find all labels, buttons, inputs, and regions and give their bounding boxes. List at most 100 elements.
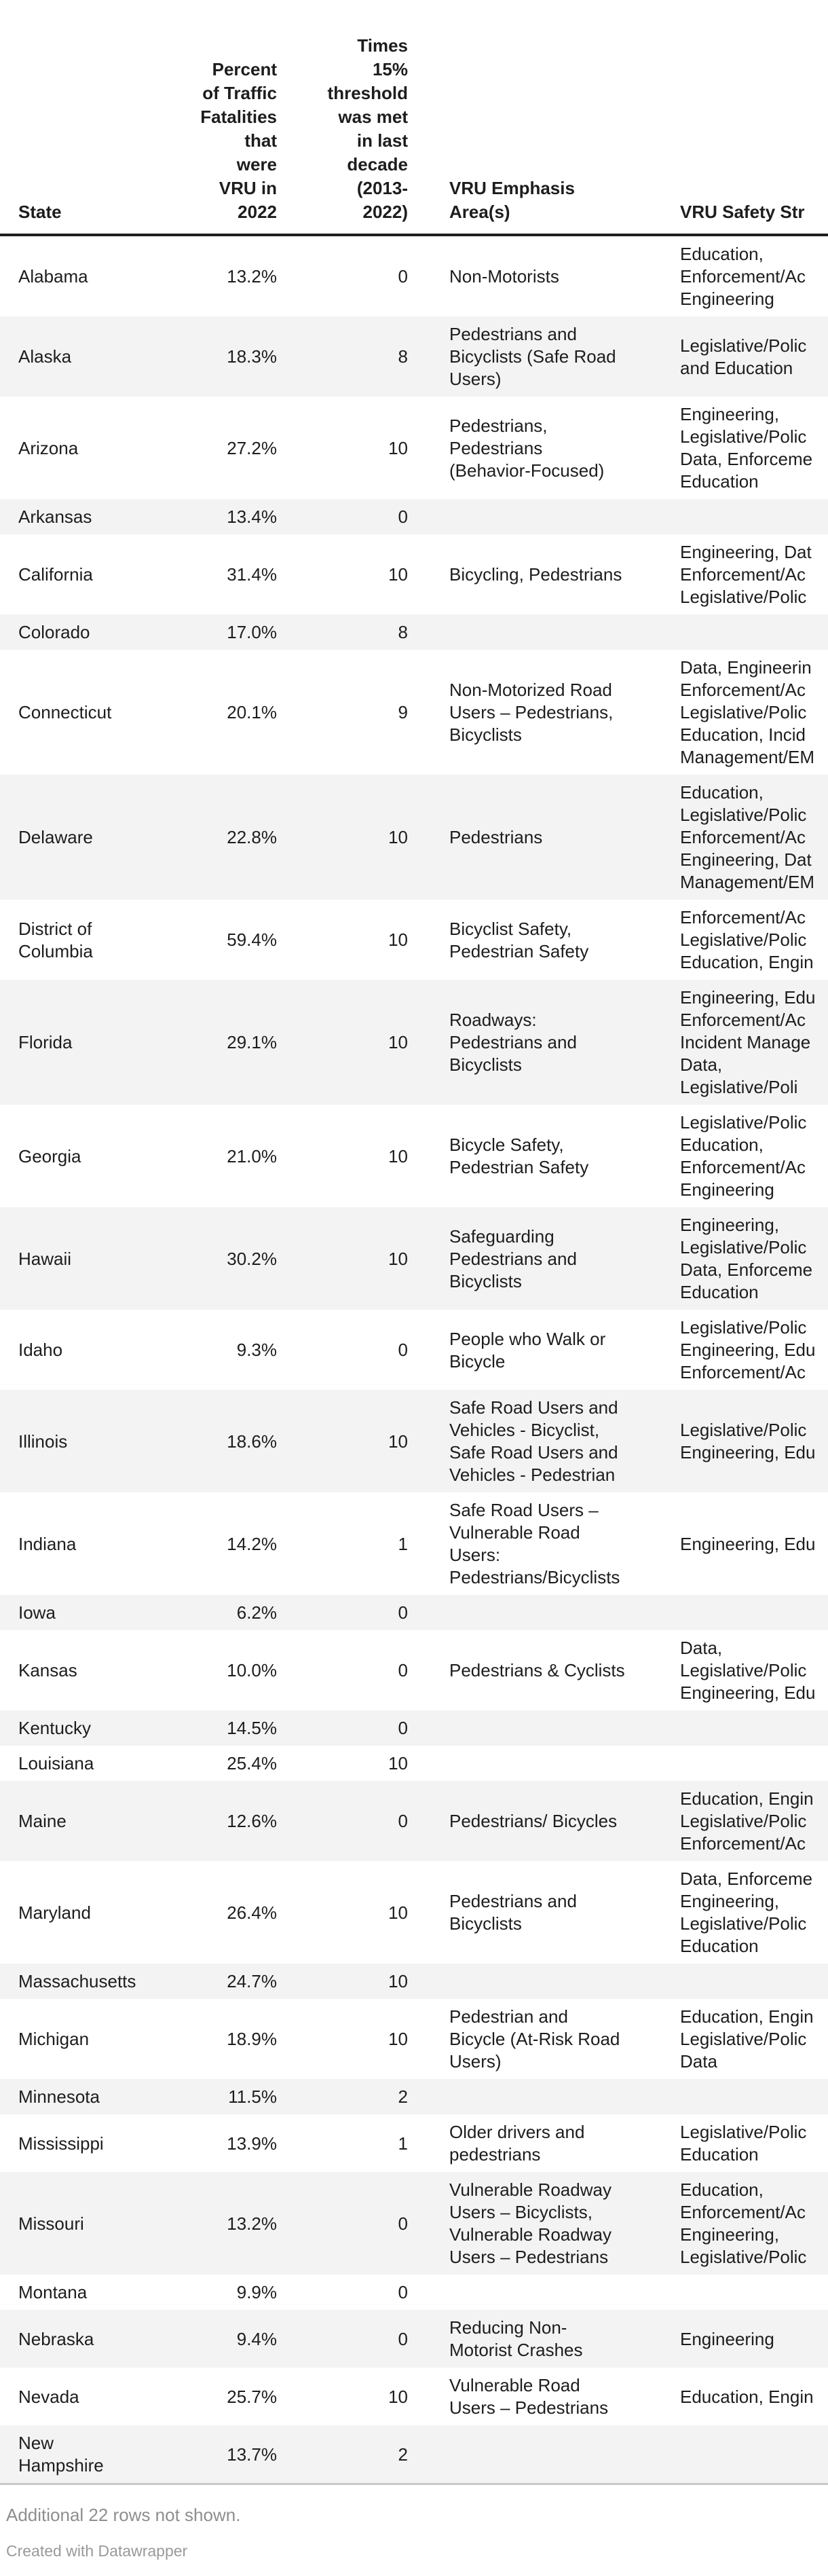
text-line: 10 xyxy=(388,1753,408,1773)
cell-emphasis-areas: Pedestrians and Bicyclists xyxy=(408,1861,637,1964)
text-line: Legislative/Poli xyxy=(680,1077,798,1097)
text-line: 1 xyxy=(398,2133,408,2154)
text-line: Georgia xyxy=(18,1145,81,1166)
text-line: Engineering, Dat xyxy=(680,542,812,562)
text-line: 17.0% xyxy=(227,622,277,642)
table-header-row: State Percent of Traffic Fatalities that were… xyxy=(0,0,828,236)
text-line: Roadways: xyxy=(449,1010,537,1030)
text-line: Engineering, xyxy=(680,1215,779,1235)
text-line: Legislative/Polic xyxy=(680,587,807,607)
text-line: 9 xyxy=(398,702,408,722)
cell-safety-strategies xyxy=(637,2275,828,2310)
text-line: 10 xyxy=(388,2386,408,2407)
text-line: Education, Incid xyxy=(680,724,806,745)
cell-safety-strategies: Legislative/Polic Engineering, Edu Enforce… xyxy=(637,1310,828,1390)
text-line: Users) xyxy=(449,2051,502,2072)
text-line: Safe Road Users and xyxy=(449,1397,618,1418)
text-line: in last xyxy=(356,130,408,151)
cell-safety-strategies: Enforcement/Ac Legislative/Polic Education… xyxy=(637,900,828,980)
table-row: Illinois 18.6% 10 Safe Road Users and Vehicl… xyxy=(0,1390,828,1492)
cell-percent-vru: 22.8% xyxy=(163,775,277,900)
text-line: Enforcement/Ac xyxy=(680,907,806,927)
text-line: Alaska xyxy=(18,346,72,367)
cell-state: Nevada xyxy=(0,2368,163,2425)
cell-safety-strategies xyxy=(637,1746,828,1781)
text-line: 9.3% xyxy=(236,1340,277,1360)
cell-safety-strategies xyxy=(637,2425,828,2485)
text-line: Bicyclists xyxy=(449,724,522,745)
cell-emphasis-areas: Pedestrians and Bicyclists (Safe Road User… xyxy=(408,316,637,397)
table-row: Mississippi 13.9% 1 Older drivers and pedest… xyxy=(0,2114,828,2172)
text-line: 2022) xyxy=(362,202,409,222)
text-line: Kentucky xyxy=(18,1718,91,1738)
table-row: Idaho 9.3% 0 People who Walk or Bicycle Legis… xyxy=(0,1310,828,1390)
text-line: Pedestrians and xyxy=(449,1891,577,1911)
text-line: Data xyxy=(680,2051,717,2072)
text-line: New xyxy=(18,2433,54,2453)
text-line: Bicyclists (Safe Road xyxy=(449,346,616,367)
text-line: VRU Safety Str xyxy=(680,202,805,222)
text-line: People who Walk or xyxy=(449,1328,606,1349)
cell-safety-strategies: Engineering, Dat Enforcement/Ac Legislativ… xyxy=(637,534,828,614)
text-line: Engineering, Dat xyxy=(680,849,812,870)
cell-percent-vru: 18.9% xyxy=(163,1999,277,2079)
rows-not-shown-note: Additional 22 rows not shown. xyxy=(6,2505,241,2525)
text-line: Percent xyxy=(212,59,277,79)
cell-emphasis-areas: Bicyclist Safety, Pedestrian Safety xyxy=(408,900,637,980)
cell-threshold-times: 8 xyxy=(277,614,408,650)
cell-emphasis-areas: Older drivers and pedestrians xyxy=(408,2114,637,2172)
text-line: 0 xyxy=(398,2213,408,2234)
table-row: Delaware 22.8% 10 Pedestrians Education, Legi… xyxy=(0,775,828,900)
cell-emphasis-areas: Pedestrians/ Bicycles xyxy=(408,1781,637,1861)
cell-safety-strategies xyxy=(637,614,828,650)
cell-state: Delaware xyxy=(0,775,163,900)
cell-percent-vru: 24.7% xyxy=(163,1964,277,1999)
cell-percent-vru: 10.0% xyxy=(163,1630,277,1710)
text-line: Enforcement/Ac xyxy=(680,827,806,847)
cell-percent-vru: 27.2% xyxy=(163,397,277,499)
cell-state: Kansas xyxy=(0,1630,163,1710)
text-line: 10 xyxy=(388,1971,408,1991)
cell-safety-strategies: Education, Legislative/Polic Enforcement/A… xyxy=(637,775,828,900)
text-line: Education, Engin xyxy=(680,952,814,972)
table-row: Georgia 21.0% 10 Bicycle Safety, Pedestrian … xyxy=(0,1105,828,1207)
cell-percent-vru: 13.2% xyxy=(163,235,277,316)
text-line: 59.4% xyxy=(227,930,277,950)
cell-state: Colorado xyxy=(0,614,163,650)
cell-state: Idaho xyxy=(0,1310,163,1390)
cell-percent-vru: 25.4% xyxy=(163,1746,277,1781)
text-line: 10 xyxy=(388,2029,408,2049)
table-row: California 31.4% 10 Bicycling, Pedestrians E… xyxy=(0,534,828,614)
text-line: (2013- xyxy=(356,178,408,198)
cell-emphasis-areas: People who Walk or Bicycle xyxy=(408,1310,637,1390)
col-header-safety-strategies: VRU Safety Str xyxy=(637,0,828,236)
cell-state: Georgia xyxy=(0,1105,163,1207)
cell-emphasis-areas xyxy=(408,1710,637,1746)
cell-threshold-times: 1 xyxy=(277,1492,408,1595)
text-line: 14.2% xyxy=(227,1533,277,1554)
text-line: Pedestrian Safety xyxy=(449,940,589,961)
text-line: Legislative/Polic xyxy=(680,1112,807,1133)
text-line: Engineering xyxy=(680,2328,774,2349)
text-line: 26.4% xyxy=(227,1902,277,1923)
text-line: Bicyclists xyxy=(449,1054,522,1075)
cell-emphasis-areas: Pedestrians & Cyclists xyxy=(408,1630,637,1710)
cell-threshold-times: 9 xyxy=(277,650,408,775)
text-line: Delaware xyxy=(18,827,93,847)
cell-percent-vru: 9.3% xyxy=(163,1310,277,1390)
text-line: 0 xyxy=(398,2328,408,2349)
text-line: Vulnerable Roadway xyxy=(449,2224,611,2245)
table-row: Kansas 10.0% 0 Pedestrians & Cyclists Data, L… xyxy=(0,1630,828,1710)
text-line: Data, Enforceme xyxy=(680,1869,813,1889)
text-line: Bicycle Safety, xyxy=(449,1135,564,1155)
text-line: 11.5% xyxy=(228,2086,277,2107)
cell-percent-vru: 14.2% xyxy=(163,1492,277,1595)
text-line: 25.4% xyxy=(227,1753,277,1773)
text-line: 2 xyxy=(398,2086,408,2107)
text-line: Vulnerable Road xyxy=(449,1522,580,1543)
table-row: Connecticut 20.1% 9 Non-Motorized Road Users… xyxy=(0,650,828,775)
cell-state: Arkansas xyxy=(0,499,163,534)
text-line: 1 xyxy=(398,1533,408,1554)
cell-threshold-times: 10 xyxy=(277,2368,408,2425)
text-line: Enforcement/Ac xyxy=(680,1362,806,1382)
